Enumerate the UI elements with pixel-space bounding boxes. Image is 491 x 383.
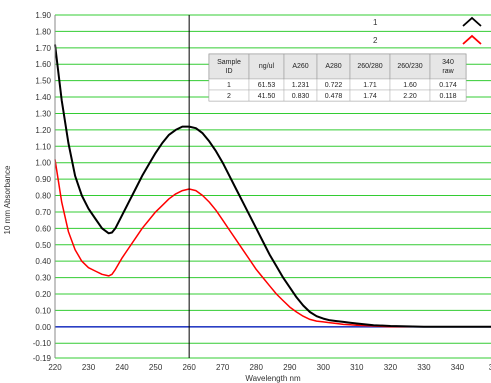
table-cell: 0.118 xyxy=(440,93,457,100)
y-tick-label: 0.20 xyxy=(35,290,51,299)
y-tick-label: 0.00 xyxy=(35,323,51,332)
y-tick-label: 0.30 xyxy=(35,274,51,283)
y-tick-label: 1.20 xyxy=(35,126,51,135)
table-cell: 0.722 xyxy=(325,82,343,89)
table-header-label: raw xyxy=(442,68,454,75)
table-cell: 0.478 xyxy=(325,93,343,100)
x-tick-label: 220 xyxy=(48,363,62,372)
table-header-label: A260 xyxy=(292,63,308,70)
legend-label: 2 xyxy=(373,36,378,45)
x-tick-label: 260 xyxy=(182,363,196,372)
y-tick-label: 1.40 xyxy=(35,93,51,102)
y-tick-label: -0.10 xyxy=(33,339,52,348)
y-tick-label: -0.19 xyxy=(33,354,52,363)
table-header-cell xyxy=(208,53,250,80)
table-header-cell xyxy=(283,53,318,80)
x-tick-label: 3 xyxy=(489,363,491,372)
y-tick-label: 0.80 xyxy=(35,192,51,201)
table-cell: 1.231 xyxy=(292,82,310,89)
table-cell: 2 xyxy=(227,93,231,100)
y-tick-label: 0.60 xyxy=(35,224,51,233)
table-cell: 0.174 xyxy=(439,82,457,89)
y-tick-label: 1.50 xyxy=(35,77,51,86)
table-cell: 2.20 xyxy=(403,93,417,100)
legend-label: 1 xyxy=(373,18,378,27)
x-tick-label: 310 xyxy=(350,363,364,372)
y-tick-label: 1.60 xyxy=(35,60,51,69)
table-header-cell xyxy=(429,53,467,80)
table-header-label: Sample xyxy=(217,59,241,66)
x-tick-label: 250 xyxy=(149,363,163,372)
x-tick-label: 290 xyxy=(283,363,297,372)
x-tick-label: 340 xyxy=(451,363,465,372)
x-tick-label: 320 xyxy=(384,363,398,372)
table-cell: 41.50 xyxy=(258,93,276,100)
y-tick-label: 0.70 xyxy=(35,208,51,217)
legend: 12 xyxy=(373,16,482,45)
table-cell: 1 xyxy=(227,82,231,89)
grid-layer xyxy=(55,14,491,359)
y-tick-label: 0.90 xyxy=(35,175,51,184)
series-layer xyxy=(54,15,491,358)
table-header-label: ID xyxy=(226,68,233,75)
table-header-label: A280 xyxy=(325,63,341,70)
axis-layer: -0.19 -0.10 0.00 0.10 0.20 0.30 0.40 0.50 0.60 0.… xyxy=(33,11,491,372)
x-tick-label: 230 xyxy=(82,363,96,372)
y-tick-label: 1.00 xyxy=(35,159,51,168)
y-axis-label: 10 mm Absorbance xyxy=(3,165,12,234)
table-header-cell xyxy=(349,53,391,80)
table-header-label: 260/280 xyxy=(357,63,382,70)
y-tick-label: 0.50 xyxy=(35,241,51,250)
series-line-2 xyxy=(54,159,491,328)
y-tick-label: 0.10 xyxy=(35,306,51,315)
x-tick-label: 300 xyxy=(317,363,331,372)
x-tick-label: 280 xyxy=(250,363,264,372)
legend-swatch xyxy=(462,16,482,27)
table-cell: 1.74 xyxy=(363,93,377,100)
y-tick-label: 1.80 xyxy=(35,27,51,36)
table-header-label: 260/230 xyxy=(397,63,422,70)
y-tick-label: 1.70 xyxy=(35,44,51,53)
legend-swatch xyxy=(462,34,482,45)
x-tick-label: 240 xyxy=(115,363,129,372)
y-tick-label: 1.10 xyxy=(35,142,51,151)
x-axis-label: Wavelength nm xyxy=(245,374,301,383)
table-header-label: ng/ul xyxy=(259,63,275,70)
x-tick-label: 270 xyxy=(216,363,230,372)
table-cell: 61.53 xyxy=(258,82,276,89)
y-tick-label: 1.90 xyxy=(35,11,51,20)
table-cell: 1.60 xyxy=(403,82,417,89)
table-cell-box xyxy=(429,89,467,102)
y-tick-label: 0.40 xyxy=(35,257,51,266)
x-tick-label: 330 xyxy=(417,363,431,372)
table-cell: 0.830 xyxy=(292,93,310,100)
table-header-label: 340 xyxy=(442,59,454,66)
table-cell: 1.71 xyxy=(363,82,377,89)
results-table: Sample ID 1 2 ng/ul 61.53 41.50 A260 1.231 0.830 A… xyxy=(208,53,467,102)
y-tick-label: 1.30 xyxy=(35,109,51,118)
series-line-1 xyxy=(54,44,491,328)
